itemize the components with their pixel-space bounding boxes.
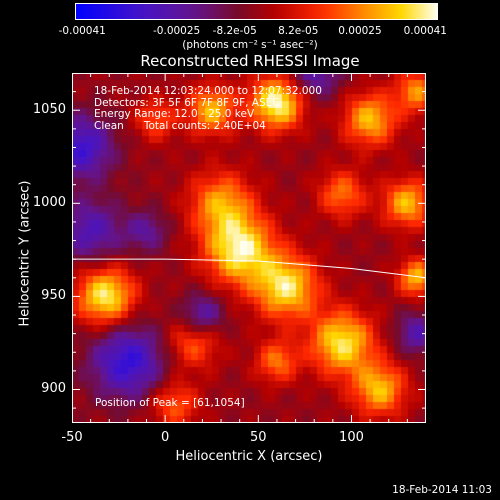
y-axis-label: Heliocentric Y (arcsec) xyxy=(17,180,33,327)
info-peak-position: Position of Peak = [61,1054] xyxy=(95,397,245,409)
info-detectors: Detectors: 3F 5F 6F 7F 8F 9F, ASEC xyxy=(94,96,280,109)
colorbar-tick-label: -0.00041 xyxy=(58,25,106,37)
info-clean-counts: Clean Total counts: 2.40E+04 xyxy=(94,119,266,132)
colorbar-tick-label: -0.00025 xyxy=(153,25,201,37)
y-tick-label: 900 xyxy=(41,381,66,397)
colorbar-tick-label: 8.2e-05 xyxy=(278,25,319,37)
info-energy-range: Energy Range: 12.0 - 25.0 keV xyxy=(94,108,255,120)
colorbar-tick-label: 0.00041 xyxy=(403,25,447,37)
colorbar-tick-label: -8.2e-05 xyxy=(212,25,257,37)
x-tick-label: 100 xyxy=(339,430,364,445)
x-tick-label: -50 xyxy=(61,430,83,445)
chart-title: Reconstructed RHESSI Image xyxy=(140,52,360,70)
colorbar xyxy=(75,3,438,20)
timestamp: 18-Feb-2014 11:03 xyxy=(392,484,492,496)
y-tick-label: 1000 xyxy=(32,195,66,211)
colorbar-units: (photons cm⁻² s⁻¹ asec⁻²) xyxy=(182,39,318,51)
x-tick-label: 50 xyxy=(250,430,267,445)
plot-area xyxy=(72,73,426,423)
x-axis-label: Heliocentric X (arcsec) xyxy=(175,449,323,464)
x-tick-label: 0 xyxy=(161,430,170,445)
y-tick-label: 950 xyxy=(41,288,66,304)
info-time-range: 18-Feb-2014 12:03:24.000 to 12:07:32.000 xyxy=(94,85,322,97)
colorbar-tick-label: 0.00025 xyxy=(338,25,382,37)
y-tick-label: 1050 xyxy=(32,102,66,118)
